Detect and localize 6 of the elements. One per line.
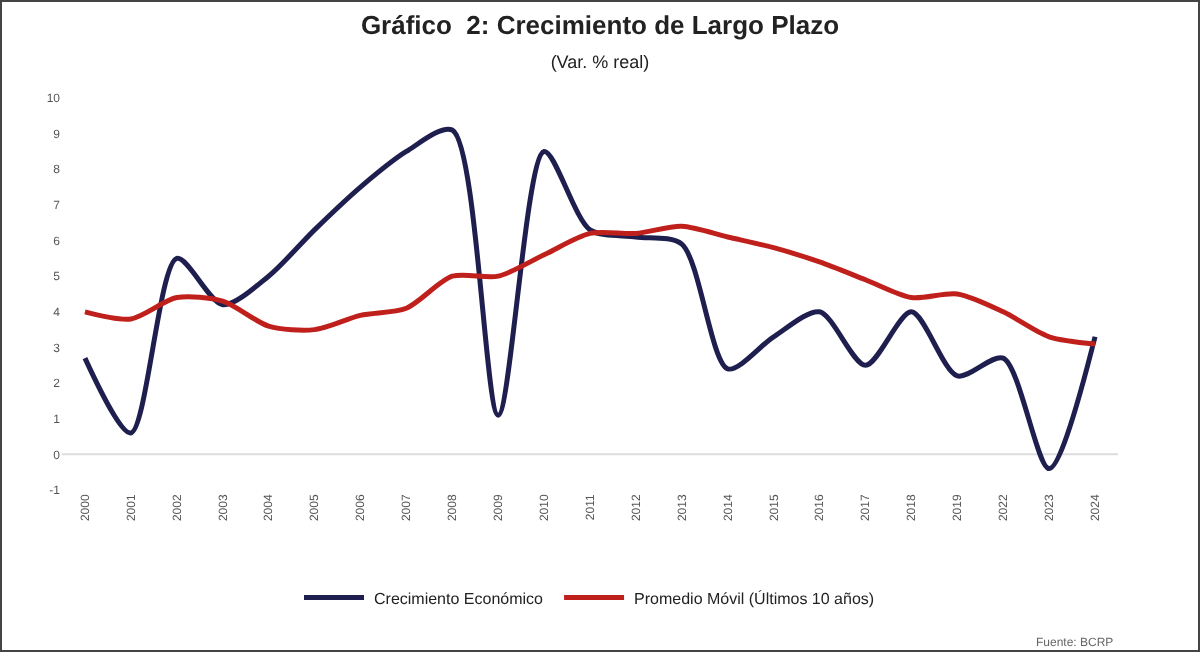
line-series bbox=[82, 127, 1098, 472]
line-series bbox=[82, 223, 1098, 347]
chart-title: Gráfico 2: Crecimiento de Largo Plazo bbox=[360, 10, 840, 41]
chart-subtitle: (Var. % real) bbox=[550, 52, 650, 73]
legend-label: Crecimiento Económico bbox=[374, 589, 545, 608]
legend-label: Promedio Móvil (Últimos 10 años) bbox=[634, 589, 875, 608]
